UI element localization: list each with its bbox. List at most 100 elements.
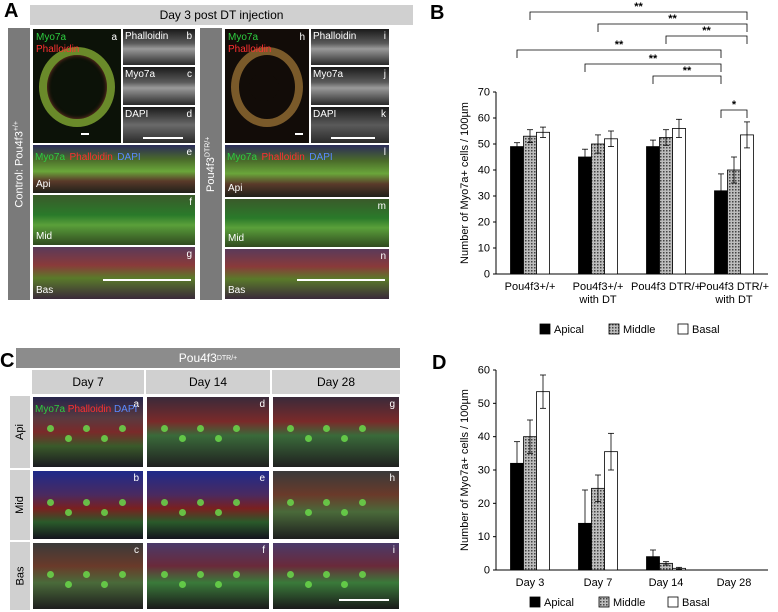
chart-d-ytick-label: 30 bbox=[478, 465, 490, 477]
cell-spot bbox=[341, 581, 348, 588]
image-l-api: Myo7a Phalloidin DAPI l Api bbox=[224, 144, 390, 198]
chart-d-legend-label-middle: Middle bbox=[613, 597, 645, 609]
label-dapi-l: DAPI bbox=[309, 152, 333, 163]
image-a-cochlea: Myo7a Phalloidin a bbox=[32, 28, 122, 144]
chart-b-xtick-label: Pou4f3+/+ bbox=[573, 281, 624, 293]
chart-b-bar-middle bbox=[727, 169, 741, 275]
chart-b-xtick-label: Pou4f3 DTR/+ bbox=[699, 281, 769, 293]
label-dapi-k: DAPI bbox=[313, 109, 337, 120]
chart-b-bar-apical bbox=[578, 156, 592, 275]
chart-d-ytick-label: 10 bbox=[478, 531, 490, 543]
label-myo7a-c: Myo7a bbox=[125, 69, 156, 80]
region-label-text: Bas bbox=[14, 566, 26, 586]
sub-label-a: a bbox=[133, 399, 139, 410]
panel-c-image-e: e bbox=[146, 470, 270, 540]
sub-label-h: h bbox=[389, 473, 395, 484]
control-side-label: Control: Pou4f3+/+ bbox=[8, 28, 30, 300]
cell-spot bbox=[47, 425, 54, 432]
sub-label-g: g bbox=[186, 249, 192, 260]
cell-spot bbox=[323, 571, 330, 578]
chart-d-xtick-label: Day 7 bbox=[584, 577, 613, 589]
sub-label-i: i bbox=[392, 545, 395, 556]
region-label-text: Mid bbox=[13, 496, 26, 514]
label-myo7a-a: Myo7a bbox=[36, 32, 67, 43]
cell-spot bbox=[215, 435, 222, 442]
dtr-side-label-text: Pou4f3DTR/+ bbox=[205, 136, 218, 191]
panel-c-image-d: d bbox=[146, 396, 270, 468]
chart-b-legend-swatch-basal bbox=[677, 323, 689, 335]
chart-b-sig-bracket bbox=[665, 35, 748, 44]
chart-b-legend-label-apical: Apical bbox=[554, 324, 584, 336]
panel-c-header: Pou4f3 DTR/+ bbox=[16, 348, 400, 368]
cell-spot bbox=[83, 499, 90, 506]
chart-b-sig-label: ** bbox=[634, 1, 643, 13]
chart-d-xtick-label: Day 28 bbox=[717, 577, 752, 589]
chart-b-bar-basal bbox=[740, 134, 754, 275]
sub-label-h: h bbox=[299, 32, 305, 43]
cell-spot bbox=[161, 499, 168, 506]
chart-b-ytick-label: 70 bbox=[478, 87, 490, 99]
chart-d-legend-label-apical: Apical bbox=[544, 597, 574, 609]
cell-spot bbox=[233, 425, 240, 432]
region-label-api: Api bbox=[10, 396, 30, 468]
sub-label-k: k bbox=[381, 109, 386, 120]
label-phalloidin-a: Phalloidin bbox=[36, 44, 80, 55]
chart-b-xtick-label: Pou4f3 DTR/+ bbox=[631, 281, 701, 293]
label-phalloidin-b: Phalloidin bbox=[125, 31, 169, 42]
scale-bar-h bbox=[295, 133, 303, 135]
chart-d: 0 10 20 30 40 50 60 Number of Myo7a+ cells / 10… bbox=[459, 365, 768, 609]
cell-spot bbox=[101, 509, 108, 516]
cell-spot bbox=[323, 499, 330, 506]
chart-b-sig-label: ** bbox=[615, 39, 624, 51]
region-bas-g: Bas bbox=[36, 285, 54, 296]
cochlea-spiral bbox=[39, 47, 115, 127]
cell-spot bbox=[305, 581, 312, 588]
cell-spot bbox=[119, 425, 126, 432]
sub-label-d: d bbox=[186, 109, 192, 120]
scale-bar-n bbox=[297, 279, 385, 281]
cell-spot bbox=[287, 571, 294, 578]
panel-c-image-a: a Myo7a Phalloidin DAPI bbox=[32, 396, 144, 468]
region-label-mid: Mid bbox=[10, 470, 30, 540]
control-label-sup: +/+ bbox=[12, 120, 20, 131]
sub-label-i: i bbox=[383, 31, 386, 42]
cochlea-inner bbox=[59, 73, 89, 101]
label-myo7a-h: Myo7a bbox=[228, 32, 259, 43]
region-mid-f: Mid bbox=[36, 231, 53, 242]
chart-b-sig-bracket bbox=[652, 75, 722, 84]
cochlea-spiral-h bbox=[231, 47, 303, 127]
cell-spot bbox=[305, 509, 312, 516]
cell-spot bbox=[65, 581, 72, 588]
image-j-myo7a: Myo7a j bbox=[310, 66, 390, 106]
sub-label-b: b bbox=[133, 473, 139, 484]
cell-spot bbox=[161, 571, 168, 578]
label-myo7a-c: Myo7a bbox=[35, 404, 68, 415]
day-header-1: Day 7 bbox=[32, 370, 144, 394]
chart-b-bar-basal bbox=[604, 138, 618, 275]
scale-bar-i bbox=[339, 599, 389, 601]
sub-label-n: n bbox=[380, 251, 386, 262]
cell-spot bbox=[287, 499, 294, 506]
cell-spot bbox=[233, 499, 240, 506]
image-i-phalloidin: Phalloidin i bbox=[310, 28, 390, 66]
chart-b-sig-label: ** bbox=[668, 13, 677, 25]
cell-spot bbox=[359, 425, 366, 432]
image-m-mid: m Mid bbox=[224, 198, 390, 248]
region-api-e: Api bbox=[36, 179, 51, 190]
cell-spot bbox=[197, 425, 204, 432]
cell-spot bbox=[83, 425, 90, 432]
chart-d-ytick-label: 50 bbox=[478, 398, 490, 410]
sub-label-l: l bbox=[383, 147, 386, 158]
sub-label-e: e bbox=[259, 473, 265, 484]
day-header-3: Day 28 bbox=[272, 370, 400, 394]
panel-c-image-h: h bbox=[272, 470, 400, 540]
cell-spot bbox=[83, 571, 90, 578]
region-label-text: Api bbox=[14, 424, 26, 440]
image-c-myo7a: Myo7a c bbox=[122, 66, 196, 106]
dtr-label-text: Pou4f3 bbox=[205, 156, 218, 192]
label-phalloidin-h: Phalloidin bbox=[228, 44, 272, 55]
chart-d-xtick-label: Day 3 bbox=[516, 577, 545, 589]
panel-letter-c: C bbox=[0, 350, 15, 372]
cell-spot bbox=[47, 499, 54, 506]
chart-b-ytick-label: 50 bbox=[478, 139, 490, 151]
